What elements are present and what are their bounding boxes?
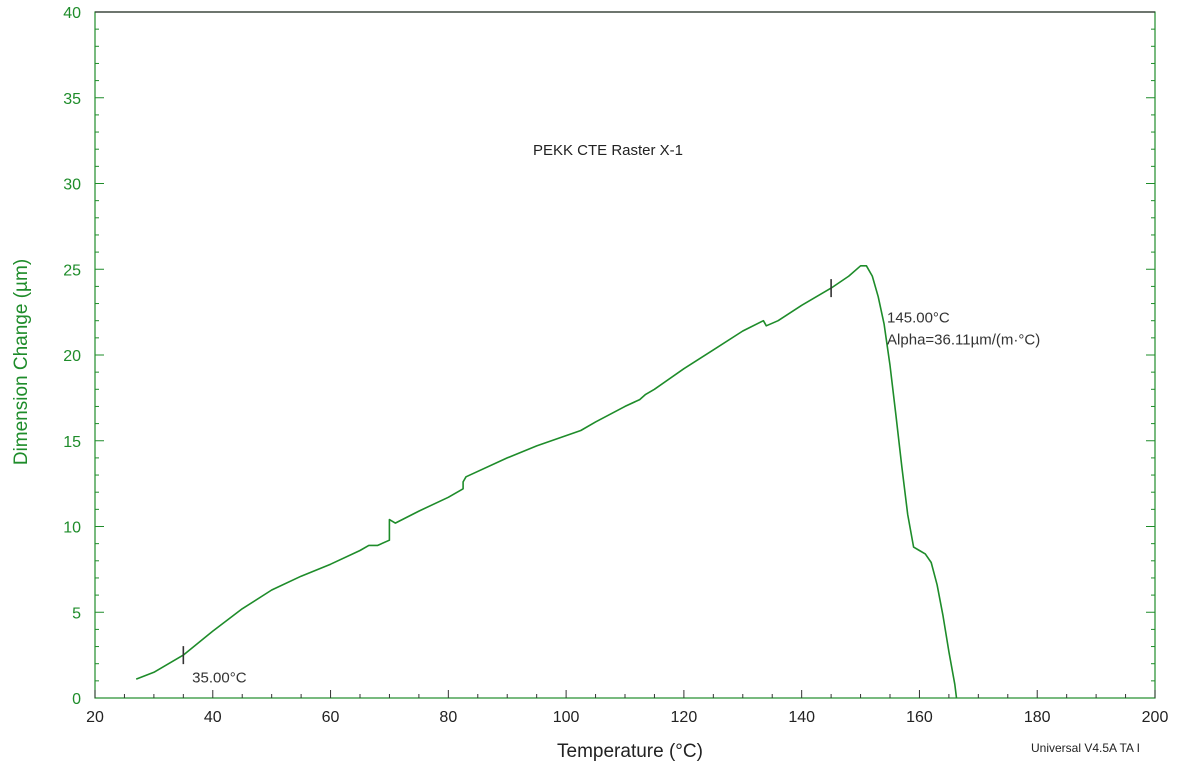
plot-frame [94, 11, 1156, 699]
y-tick-label: 5 [72, 605, 81, 622]
x-tick-label: 200 [1142, 709, 1169, 726]
x-tick-label: 60 [322, 709, 340, 726]
x-axis: 20 40 60 80 100 120 140 160 180 200 [86, 690, 1168, 726]
analysis-markers [182, 279, 832, 665]
x-tick-label: 140 [788, 709, 815, 726]
annotations: 35.00°C 145.00°C Alpha=36.11µm/(m·°C) [192, 309, 1040, 686]
x-tick-label: 100 [553, 709, 580, 726]
x-tick-label: 40 [204, 709, 222, 726]
footer-version: Universal V4.5A TA I [1031, 741, 1140, 755]
x-tick-label: 160 [906, 709, 933, 726]
x-tick-label: 120 [671, 709, 698, 726]
y-tick-label: 20 [63, 348, 81, 365]
x-tick-label: 180 [1024, 709, 1051, 726]
y-tick-label: 10 [63, 520, 81, 537]
series-line-dimension-change [135, 264, 958, 699]
y-tick-label: 35 [63, 91, 81, 108]
annotation-label: 145.00°C [887, 309, 950, 326]
y-axis-title: Dimension Change (µm) [11, 259, 32, 465]
x-tick-label: 80 [439, 709, 457, 726]
y-tick-label: 15 [63, 434, 81, 451]
y-tick-label: 0 [72, 691, 81, 708]
x-tick-label: 20 [86, 709, 104, 726]
y-tick-label: 40 [63, 5, 81, 22]
y-tick-label: 30 [63, 177, 81, 194]
y-axis: 0 5 10 15 20 25 30 35 40 [63, 5, 1155, 708]
plot-title: PEKK CTE Raster X-1 [533, 142, 683, 159]
annotation-label: 35.00°C [192, 670, 247, 687]
y-tick-label: 25 [63, 262, 81, 279]
x-axis-title: Temperature (°C) [557, 741, 703, 762]
annotation-label: Alpha=36.11µm/(m·°C) [887, 332, 1040, 349]
